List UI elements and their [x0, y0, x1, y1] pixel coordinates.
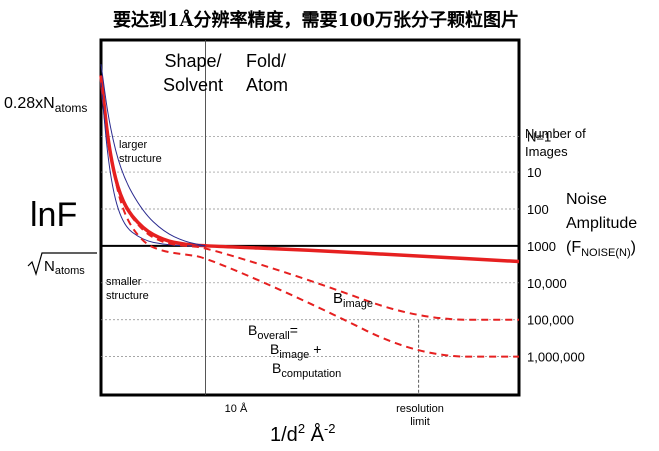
y-axis-label: lnF [30, 196, 77, 234]
noise-level-label: 10 [527, 165, 541, 180]
noise-axis-title-2: Amplitude [566, 215, 637, 232]
annotation-b-image-plus: Bimage + [270, 341, 321, 361]
y-label-top: 0.28xNatoms [4, 95, 87, 115]
plot-frame [99, 38, 521, 397]
series-b-image [100, 75, 519, 321]
series-group [99, 64, 520, 358]
region-label-atom: Atom [246, 75, 288, 95]
annotation-larger-structure: larger [119, 139, 147, 151]
noise-axis-title-3: (FNOISE(N)) [566, 239, 636, 259]
images-axis-title: Number of [525, 126, 586, 141]
y-label-sqrt: Natoms [27, 252, 97, 277]
images-axis-title-2: Images [525, 144, 568, 159]
x-tick-10A: 10 Å [225, 402, 248, 415]
chart-title: 要达到1Å分辨率精度，需要100万张分子颗粒图片 [113, 8, 519, 31]
noise-level-label: 1000 [527, 239, 556, 254]
series-b-overall [108, 149, 519, 358]
noise-axis-title: Noise [566, 191, 607, 208]
noise-level-label: 1,000,000 [527, 350, 585, 365]
region-label-solvent: Solvent [163, 75, 223, 95]
noise-level-label: 100 [527, 202, 549, 217]
annotation-smaller-structure: smaller [106, 276, 142, 288]
region-label-shape: Shape/ [164, 51, 221, 71]
noise-level-labels: N=1 10 100 1000 10,000 100,000 1,000,000 [527, 130, 585, 365]
x-tick-resolution-limit: resolution [396, 403, 444, 415]
noise-level-label: N=1 [527, 130, 551, 145]
series-larger-structure [100, 64, 206, 247]
noise-level-label: 10,000 [527, 276, 567, 291]
annotation-smaller-structure-2: structure [106, 290, 149, 302]
svg-text:Natoms: Natoms [44, 258, 85, 277]
x-tick-resolution-limit-2: limit [410, 416, 430, 428]
series-mean-signal [99, 75, 520, 264]
annotation-b-overall: Boverall= [248, 322, 298, 342]
annotation-b-computation: Bcomputation [272, 360, 341, 380]
annotation-b-image: Bimage [333, 290, 373, 310]
noise-level-label: 100,000 [527, 313, 574, 328]
region-label-fold: Fold/ [246, 51, 286, 71]
x-axis-label: 1/d2 Å-2 [270, 421, 336, 446]
annotation-larger-structure-2: structure [119, 153, 162, 165]
